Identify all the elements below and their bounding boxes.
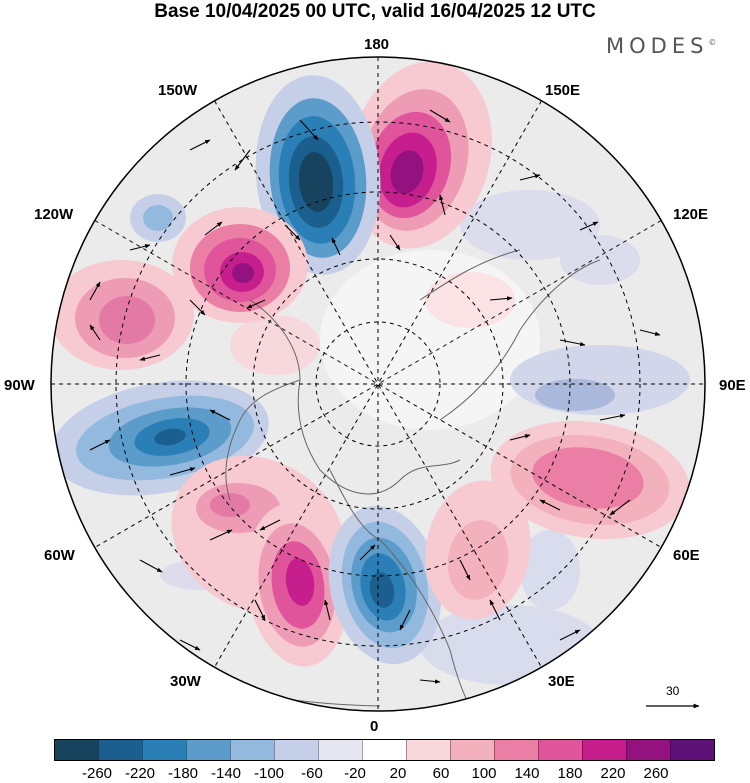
colorbar-tick-label: 140 [514,765,540,782]
modes-logo: MODES© [606,34,716,58]
colorbar-tick-label: -260 [81,765,113,782]
lon-label-90e: 90E [719,377,746,394]
anomaly-field [51,61,690,685]
lon-label-120e: 120E [673,206,709,223]
lon-label-180: 180 [364,36,390,53]
lon-label-0: 0 [370,718,379,735]
colorbar-cell [318,740,362,760]
graticule [51,57,705,711]
lon-label-30w: 30W [170,673,201,690]
colorbar-cell [230,740,274,760]
colorbar-cell [362,740,406,760]
map-title: Base 10/04/2025 00 UTC, valid 16/04/2025… [154,1,596,22]
colorbar-cell [186,740,230,760]
colorbar-tick-label: 180 [557,765,583,782]
lon-label-120w: 120W [34,206,74,223]
brand-name: MODES [606,34,709,58]
colorbar-cell [582,740,626,760]
colorbar-cell [538,740,582,760]
map-boundary [50,56,706,712]
colorbar-tick-label: -180 [167,765,199,782]
colorbar-cell [98,740,142,760]
lon-label-150e: 150E [545,82,581,99]
colorbar-tick-label: -20 [344,765,366,782]
reference-vector-label: 30 [666,684,680,698]
colorbar-tick-label: 60 [432,765,450,782]
colorbar-tick-label: -140 [210,765,242,782]
colorbar-tick-label: 100 [471,765,497,782]
lon-label-60w: 60W [44,547,75,564]
colorbar-tick-label: 20 [389,765,407,782]
copyright-mark: © [708,38,717,47]
colorbar-cell [450,740,494,760]
colorbar [54,739,715,761]
colorbar-tick-label: -220 [124,765,156,782]
colorbar-cell [55,740,98,760]
colorbar-cell [670,740,714,760]
colorbar-tick-label: 260 [643,765,669,782]
colorbar-cell [274,740,318,760]
wind-vector-field [89,109,661,684]
colorbar-cell [494,740,538,760]
lon-label-90w: 90W [4,377,35,394]
colorbar-tick-label: 220 [600,765,626,782]
colorbar-tick-label: -60 [301,765,323,782]
lon-label-150w: 150W [158,82,198,99]
colorbar-tick-label: -100 [253,765,285,782]
lon-label-30e: 30E [548,673,575,690]
lon-label-60e: 60E [673,547,700,564]
colorbar-cell [406,740,450,760]
colorbar-cell [142,740,186,760]
colorbar-cell [626,740,670,760]
